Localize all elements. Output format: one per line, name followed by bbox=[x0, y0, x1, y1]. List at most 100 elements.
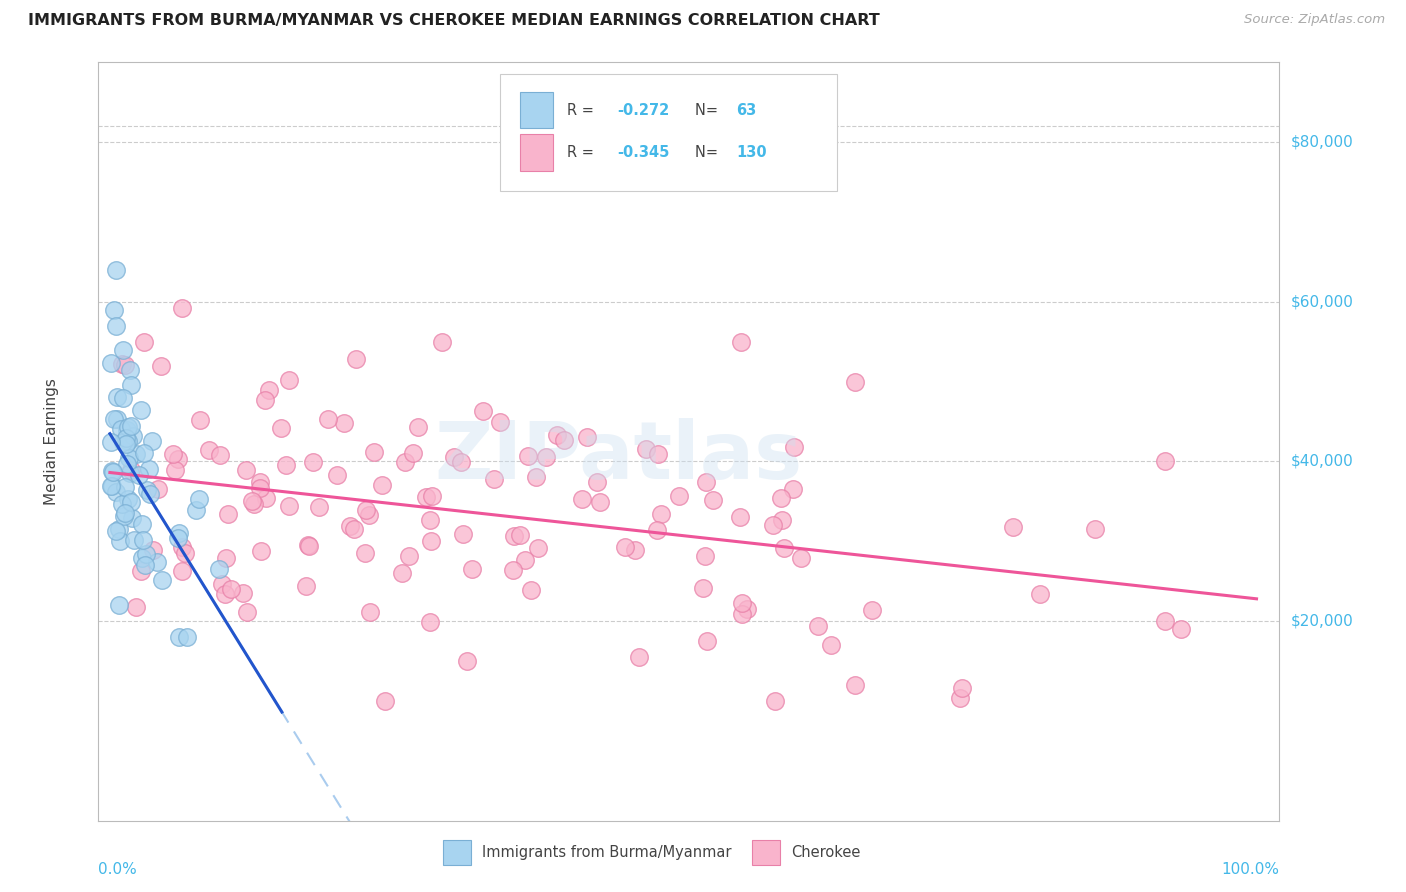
Point bbox=[432, 334, 454, 349]
Text: $20,000: $20,000 bbox=[1291, 614, 1354, 629]
Point bbox=[406, 420, 429, 434]
Point bbox=[188, 413, 211, 427]
Text: Immigrants from Burma/Myanmar: Immigrants from Burma/Myanmar bbox=[482, 846, 731, 860]
Point bbox=[117, 419, 139, 434]
Point bbox=[132, 533, 155, 547]
Point bbox=[509, 528, 531, 542]
Point bbox=[516, 449, 538, 463]
Point bbox=[344, 351, 367, 366]
Point bbox=[236, 606, 259, 620]
Point bbox=[415, 490, 437, 504]
Point bbox=[763, 694, 786, 708]
Point bbox=[114, 437, 136, 451]
Point bbox=[138, 462, 160, 476]
Point bbox=[735, 601, 758, 615]
Point bbox=[235, 463, 257, 477]
Point bbox=[101, 465, 124, 479]
Point bbox=[188, 491, 211, 506]
Text: Cherokee: Cherokee bbox=[792, 846, 860, 860]
Point bbox=[860, 603, 883, 617]
Point bbox=[1170, 622, 1192, 636]
Point bbox=[215, 551, 238, 566]
Point bbox=[217, 507, 239, 521]
Point bbox=[135, 548, 157, 562]
Text: R =: R = bbox=[567, 145, 599, 161]
Point bbox=[297, 539, 319, 553]
Point bbox=[170, 301, 193, 316]
Point bbox=[1001, 520, 1024, 534]
Point bbox=[105, 411, 128, 425]
Point bbox=[105, 484, 128, 499]
Point bbox=[125, 599, 148, 614]
Point bbox=[142, 543, 165, 558]
FancyBboxPatch shape bbox=[520, 135, 553, 171]
Point bbox=[117, 434, 139, 449]
Point bbox=[249, 481, 271, 495]
Point bbox=[949, 690, 972, 705]
Point bbox=[488, 415, 510, 429]
Point bbox=[297, 538, 319, 552]
Point bbox=[647, 447, 669, 461]
Text: $80,000: $80,000 bbox=[1291, 135, 1354, 150]
Point bbox=[134, 334, 156, 349]
Point bbox=[520, 582, 543, 597]
Point bbox=[790, 551, 813, 566]
FancyBboxPatch shape bbox=[520, 92, 553, 128]
Point bbox=[645, 523, 668, 537]
Point bbox=[326, 467, 349, 482]
Text: 130: 130 bbox=[737, 145, 766, 161]
Point bbox=[114, 506, 136, 520]
Point bbox=[443, 450, 465, 465]
Point bbox=[692, 581, 714, 595]
Point bbox=[120, 495, 142, 509]
Point bbox=[150, 573, 173, 587]
Text: R =: R = bbox=[567, 103, 599, 118]
Point bbox=[419, 615, 441, 629]
Point bbox=[546, 427, 568, 442]
Point bbox=[257, 383, 280, 397]
Point bbox=[614, 540, 637, 554]
Point bbox=[128, 468, 150, 483]
Point bbox=[302, 455, 325, 469]
Point bbox=[135, 483, 157, 498]
Point bbox=[219, 582, 242, 596]
Point bbox=[111, 343, 134, 357]
Point bbox=[502, 563, 524, 577]
Point bbox=[295, 578, 318, 592]
Point bbox=[451, 527, 474, 541]
Point bbox=[844, 678, 866, 692]
Point bbox=[254, 393, 277, 408]
Point bbox=[553, 433, 575, 447]
Point bbox=[138, 487, 160, 501]
Point bbox=[461, 562, 484, 576]
Point bbox=[111, 497, 134, 511]
Point bbox=[115, 423, 138, 437]
Point bbox=[197, 443, 219, 458]
Point bbox=[165, 463, 187, 477]
Point bbox=[112, 434, 135, 449]
Point bbox=[728, 510, 751, 524]
Point bbox=[148, 483, 170, 497]
Point bbox=[120, 419, 142, 434]
Point bbox=[150, 359, 173, 373]
Point bbox=[176, 630, 198, 644]
Point bbox=[398, 549, 420, 564]
Point bbox=[104, 318, 127, 333]
Point bbox=[820, 639, 842, 653]
Point bbox=[167, 630, 190, 644]
Point bbox=[118, 363, 141, 377]
Point bbox=[121, 429, 143, 443]
Text: $40,000: $40,000 bbox=[1291, 454, 1354, 469]
Text: $60,000: $60,000 bbox=[1291, 294, 1354, 310]
Point bbox=[242, 497, 264, 511]
Point bbox=[117, 492, 139, 507]
Point bbox=[105, 391, 128, 405]
Point bbox=[100, 434, 122, 449]
Point bbox=[110, 422, 132, 436]
Point bbox=[162, 447, 184, 461]
Point bbox=[208, 561, 231, 575]
FancyBboxPatch shape bbox=[443, 840, 471, 865]
Point bbox=[696, 634, 718, 648]
Point bbox=[208, 449, 231, 463]
Point bbox=[166, 451, 188, 466]
